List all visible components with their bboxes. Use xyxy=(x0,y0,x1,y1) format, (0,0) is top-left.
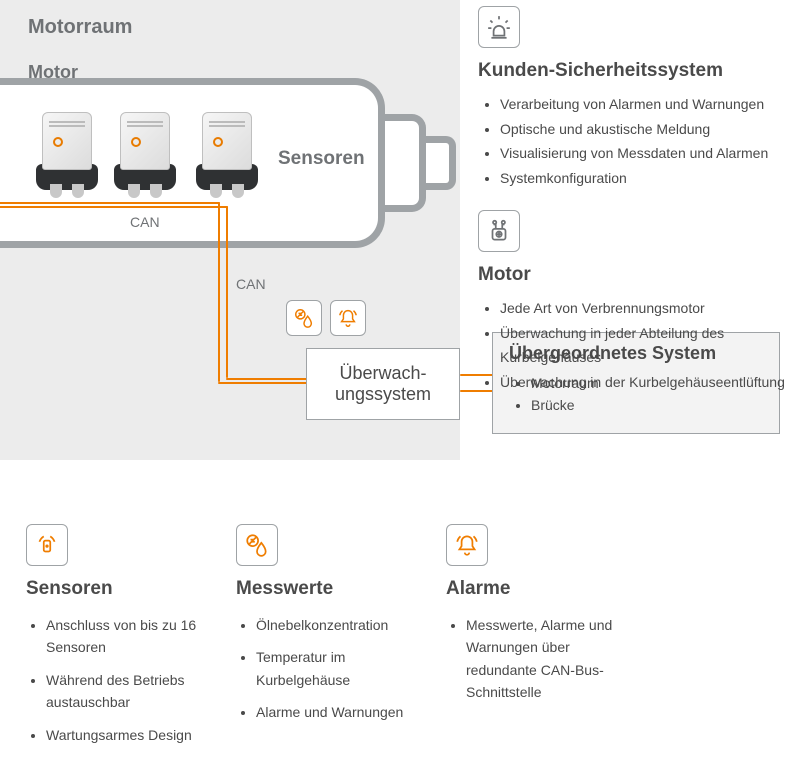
ueberwachung-label: Überwach- ungssystem xyxy=(335,363,431,405)
section-list: Verarbeitung von Alarmen und Warnungen O… xyxy=(478,92,788,190)
section-title: Sensoren xyxy=(26,578,206,600)
section-list: Messwerte, Alarme und Warnungen über red… xyxy=(446,614,626,704)
can-wire xyxy=(218,382,308,384)
section-title: Alarme xyxy=(446,578,626,600)
section-title: Motor xyxy=(478,264,788,286)
sensor-unit xyxy=(114,112,176,190)
section-title: Messwerte xyxy=(236,578,416,600)
list-item: Jede Art von Verbrennungsmotor xyxy=(500,296,788,321)
col-alarme: Alarme Messwerte, Alarme und Warnungen ü… xyxy=(446,524,626,756)
list-item: Überwachung in der Kurbelgehäuseentlüftu… xyxy=(500,370,788,395)
col-sensoren: Sensoren Anschluss von bis zu 16 Sensore… xyxy=(26,524,206,756)
alarm-light-icon xyxy=(478,6,520,48)
bell-icon xyxy=(330,300,366,336)
can-wire xyxy=(0,206,228,208)
can-wire xyxy=(226,206,228,378)
col-messwerte: Messwerte Ölnebelkonzentration Temperatu… xyxy=(236,524,416,756)
can-label: CAN xyxy=(236,276,266,292)
motor-icon xyxy=(478,210,520,252)
list-item: Visualisierung von Messdaten und Alarmen xyxy=(500,141,788,166)
list-item: Während des Betriebs austauschbar xyxy=(46,669,206,714)
sensor-icon xyxy=(26,524,68,566)
list-item: Messwerte, Alarme und Warnungen über red… xyxy=(466,614,626,704)
list-item: Alarme und Warnungen xyxy=(256,701,416,723)
sensoren-label: Sensoren xyxy=(278,148,365,170)
section-list: Anschluss von bis zu 16 Sensoren Während… xyxy=(26,614,206,746)
list-item: Temperatur im Kurbelgehäuse xyxy=(256,646,416,691)
droplet-icon xyxy=(286,300,322,336)
section-list: Ölnebelkonzentration Temperatur im Kurbe… xyxy=(236,614,416,724)
top-diagram-area: Motorraum Motor Sensoren CAN CAN Überwac… xyxy=(0,0,800,460)
list-item: Überwachung in jeder Abteilung des Kurbe… xyxy=(500,321,788,370)
section-title: Kunden-Sicherheitssystem xyxy=(478,60,788,82)
section-list: Jede Art von Verbrennungsmotor Überwachu… xyxy=(478,296,788,394)
list-item: Systemkonfiguration xyxy=(500,166,788,191)
can-wire xyxy=(226,378,308,380)
sensor-unit xyxy=(196,112,258,190)
can-label: CAN xyxy=(130,214,160,230)
section-kunden-sicherheit: Kunden-Sicherheitssystem Verarbeitung vo… xyxy=(478,6,788,190)
right-column: Kunden-Sicherheitssystem Verarbeitung vo… xyxy=(478,6,788,414)
list-item: Wartungsarmes Design xyxy=(46,724,206,746)
bottom-row: Sensoren Anschluss von bis zu 16 Sensore… xyxy=(26,524,776,756)
can-wire xyxy=(218,202,220,382)
bell-icon xyxy=(446,524,488,566)
list-item: Anschluss von bis zu 16 Sensoren xyxy=(46,614,206,659)
list-item: Ölnebelkonzentration xyxy=(256,614,416,636)
sensor-unit xyxy=(36,112,98,190)
ueberwachungssystem-box: Überwach- ungssystem xyxy=(306,348,460,420)
can-wire xyxy=(0,202,220,204)
motor-shape-mid xyxy=(378,114,426,212)
motorraum-label: Motorraum xyxy=(28,16,132,39)
list-item: Verarbeitung von Alarmen und Warnungen xyxy=(500,92,788,117)
droplet-icon xyxy=(236,524,278,566)
section-motor: Motor Jede Art von Verbrennungsmotor Übe… xyxy=(478,210,788,394)
list-item: Optische und akustische Meldung xyxy=(500,117,788,142)
